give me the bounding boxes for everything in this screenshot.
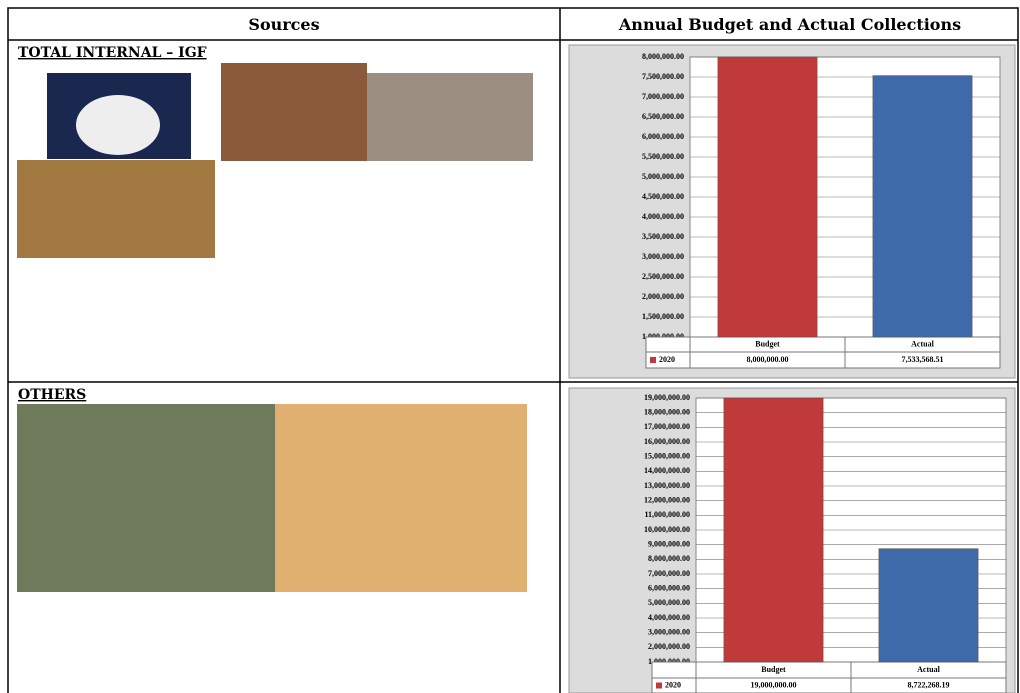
y-tick-label: 4,500,000.00 bbox=[642, 192, 684, 201]
y-tick-label: 2,500,000.00 bbox=[642, 272, 684, 281]
y-tick-label: 5,500,000.00 bbox=[642, 152, 684, 161]
legend-label: 2020 bbox=[659, 355, 675, 364]
y-tick-label: 7,500,000.00 bbox=[642, 72, 684, 81]
y-tick-label: 1,000,000.00 bbox=[648, 657, 690, 666]
bar bbox=[872, 75, 973, 338]
y-tick-label: 4,000,000.00 bbox=[642, 212, 684, 221]
photo bbox=[221, 63, 367, 161]
photo bbox=[275, 404, 527, 592]
photo bbox=[17, 404, 275, 592]
photo bbox=[17, 160, 215, 258]
header: Sources bbox=[248, 15, 319, 34]
y-tick-label: 4,000,000.00 bbox=[648, 613, 690, 622]
bar bbox=[723, 397, 824, 663]
legend-swatch bbox=[650, 357, 656, 363]
y-tick-label: 19,000,000.00 bbox=[644, 393, 690, 402]
y-tick-label: 17,000,000.00 bbox=[644, 422, 690, 431]
y-tick-label: 16,000,000.00 bbox=[644, 437, 690, 446]
bar bbox=[878, 548, 979, 663]
header: Annual Budget and Actual Collections bbox=[618, 15, 961, 34]
y-tick-label: 11,000,000.00 bbox=[644, 510, 690, 519]
section-label: TOTAL INTERNAL – IGF bbox=[18, 45, 207, 61]
y-tick-label: 7,000,000.00 bbox=[642, 92, 684, 101]
bar bbox=[717, 56, 818, 338]
y-tick-label: 6,500,000.00 bbox=[642, 112, 684, 121]
legend-swatch bbox=[656, 682, 662, 689]
y-tick-label: 13,000,000.00 bbox=[644, 481, 690, 490]
y-tick-label: 2,000,000.00 bbox=[648, 642, 690, 651]
value-label: 7,533,568.51 bbox=[902, 355, 944, 364]
y-tick-label: 1,000,000.00 bbox=[642, 332, 684, 341]
y-tick-label: 15,000,000.00 bbox=[644, 451, 690, 460]
x-tick-label: Actual bbox=[911, 339, 934, 348]
y-tick-label: 5,000,000.00 bbox=[648, 598, 690, 607]
charts: 1,000,000.00 1,500,000.00 2,000,000.00 2,50… bbox=[642, 52, 1007, 693]
y-tick-label: 3,500,000.00 bbox=[642, 232, 684, 241]
y-tick-label: 8,000,000.00 bbox=[648, 554, 690, 563]
y-tick-label: 14,000,000.00 bbox=[644, 466, 690, 475]
y-tick-label: 3,000,000.00 bbox=[642, 252, 684, 261]
photo bbox=[367, 73, 533, 161]
value-label: 19,000,000.00 bbox=[751, 680, 797, 689]
y-tick-label: 1,500,000.00 bbox=[642, 312, 684, 321]
y-tick-label: 10,000,000.00 bbox=[644, 525, 690, 534]
x-tick-label: Budget bbox=[761, 665, 786, 674]
y-tick-label: 12,000,000.00 bbox=[644, 495, 690, 504]
y-tick-label: 8,000,000.00 bbox=[642, 52, 684, 61]
value-label: 8,722,268.19 bbox=[908, 680, 950, 689]
photo-bag bbox=[76, 95, 160, 155]
y-tick-label: 7,000,000.00 bbox=[648, 569, 690, 578]
y-tick-label: 6,000,000.00 bbox=[642, 132, 684, 141]
x-tick-label: Budget bbox=[755, 339, 780, 348]
value-label: 8,000,000.00 bbox=[747, 355, 789, 364]
y-tick-label: 2,000,000.00 bbox=[642, 292, 684, 301]
y-tick-label: 9,000,000.00 bbox=[648, 539, 690, 548]
y-tick-label: 5,000,000.00 bbox=[642, 172, 684, 181]
section-label: OTHERS bbox=[18, 387, 86, 403]
y-tick-label: 18,000,000.00 bbox=[644, 407, 690, 416]
y-tick-label: 6,000,000.00 bbox=[648, 583, 690, 592]
y-tick-label: 3,000,000.00 bbox=[648, 627, 690, 636]
table-border bbox=[7, 7, 1019, 693]
x-tick-label: Actual bbox=[917, 665, 940, 674]
legend-label: 2020 bbox=[665, 680, 681, 689]
